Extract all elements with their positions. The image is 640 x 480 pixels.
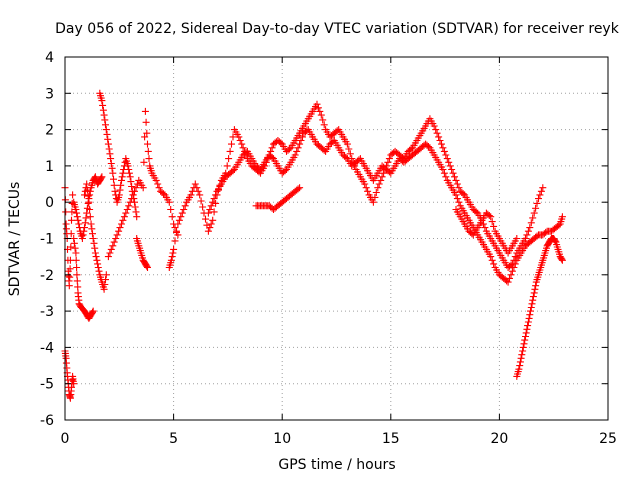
scatter-points xyxy=(81,180,110,293)
scatter-points xyxy=(70,173,106,242)
y-tick-label: -5 xyxy=(40,377,54,393)
x-tick-label: 10 xyxy=(273,431,291,447)
scatter-points xyxy=(452,206,521,257)
series-trace-g xyxy=(104,107,182,261)
series-trace-m xyxy=(513,235,566,380)
y-tick-label: 1 xyxy=(45,159,54,175)
scatter-points xyxy=(70,235,97,322)
scatter-points xyxy=(104,107,182,261)
grid xyxy=(65,57,608,420)
series-trace-i xyxy=(165,100,547,271)
y-tick-label: -3 xyxy=(40,304,54,320)
scatter-points xyxy=(96,89,141,221)
y-tick-label: -1 xyxy=(40,232,54,248)
series-trace-k xyxy=(252,184,304,213)
series-trace-f xyxy=(96,89,141,221)
y-tick-label: -2 xyxy=(40,268,54,284)
scatter-points xyxy=(133,235,151,271)
y-tick-label: -6 xyxy=(40,413,54,429)
x-tick-label: 15 xyxy=(382,431,400,447)
x-axis-label: GPS time / hours xyxy=(278,457,395,473)
scatter-points xyxy=(61,347,78,402)
series-trace-e xyxy=(81,180,110,293)
y-tick-label: 3 xyxy=(45,86,54,102)
x-tick-label: 5 xyxy=(169,431,178,447)
y-tick-label: 2 xyxy=(45,123,54,139)
scatter-points xyxy=(204,126,566,286)
series-trace-h xyxy=(133,235,151,271)
y-tick-label: -4 xyxy=(40,340,54,356)
series-trace-b xyxy=(61,347,78,402)
chart-title: Day 056 of 2022, Sidereal Day-to-day VTE… xyxy=(55,21,620,37)
data-marks xyxy=(61,89,566,402)
series-trace-l xyxy=(452,206,521,257)
y-axis-label: SDTVAR / TECUs xyxy=(7,182,23,297)
series-trace-c xyxy=(70,235,97,322)
x-tick-label: 20 xyxy=(490,431,508,447)
series-trace-j xyxy=(204,126,566,286)
x-tick-label: 0 xyxy=(61,431,70,447)
scatter-points xyxy=(165,100,547,271)
y-tick-labels: -6 -5 -4 -3 -2 -1 0 1 2 3 4 xyxy=(40,50,54,429)
series-trace-d xyxy=(70,173,106,242)
scatter-points xyxy=(252,184,304,213)
x-tick-labels: 0 5 10 15 20 25 xyxy=(61,431,617,447)
scatter-points xyxy=(513,235,566,380)
y-tick-label: 4 xyxy=(45,50,54,66)
x-tick-label: 25 xyxy=(599,431,617,447)
y-tick-label: 0 xyxy=(45,195,54,211)
axis-ticks xyxy=(64,56,609,421)
